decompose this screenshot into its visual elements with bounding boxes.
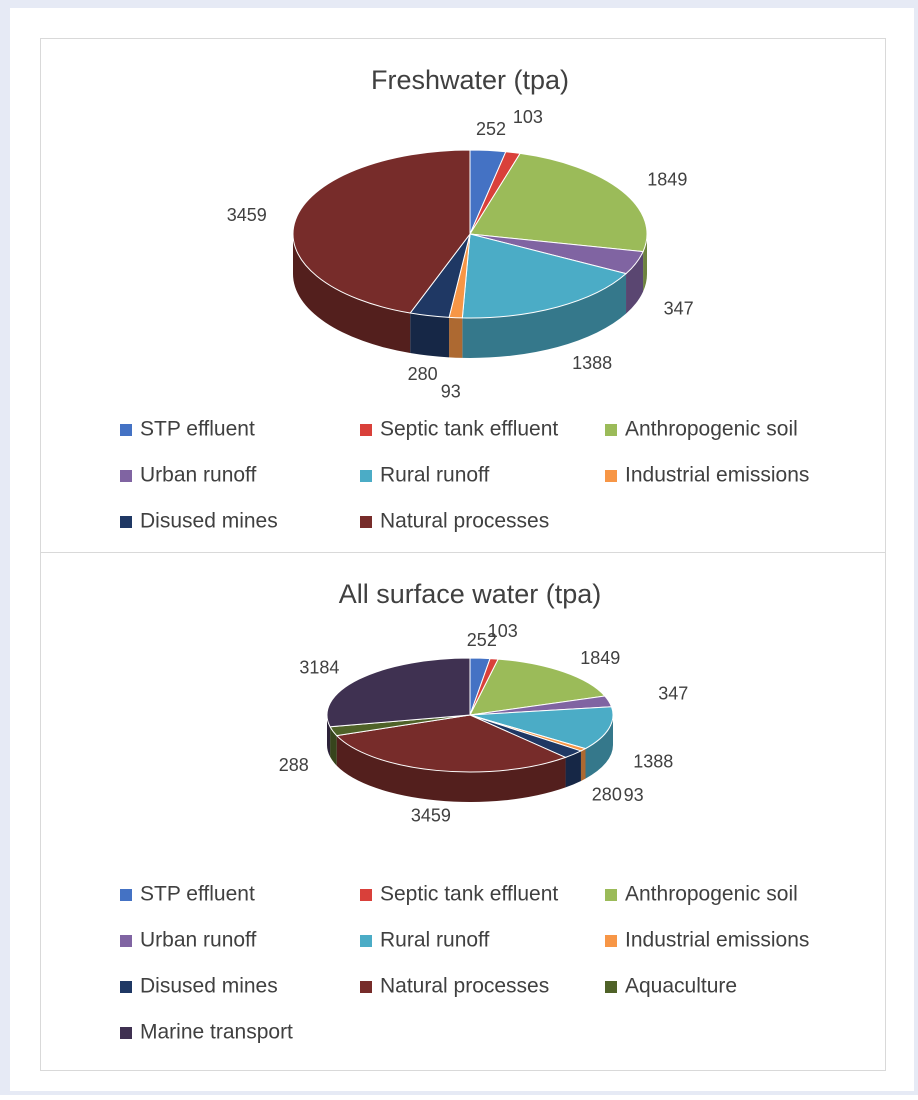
legend-label: Aquaculture	[625, 975, 737, 998]
pie-slice	[469, 658, 606, 716]
data-label: 1849	[647, 170, 687, 190]
data-label: 280	[592, 785, 622, 805]
data-label: 103	[513, 107, 543, 127]
legend-swatch	[605, 935, 617, 947]
legend-label: Disused mines	[140, 510, 278, 533]
pie-slice-side	[462, 273, 627, 358]
chart-title: All surface water (tpa)	[339, 579, 602, 609]
pie-slice-side	[336, 735, 566, 802]
data-label: 3459	[411, 806, 451, 826]
legend-swatch	[605, 889, 617, 901]
legend-label: Septic tank effluent	[380, 418, 558, 441]
data-label: 3459	[227, 205, 267, 225]
chart-title: Freshwater (tpa)	[371, 65, 569, 95]
pie-slice-side	[565, 750, 581, 788]
pie-slice-side	[330, 726, 337, 766]
legend-swatch	[605, 470, 617, 482]
legend-label: Disused mines	[140, 975, 278, 998]
pie-slice	[292, 149, 471, 314]
legend-swatch	[360, 935, 372, 947]
pie-slice-side	[643, 234, 647, 292]
legend-label: Natural processes	[380, 975, 549, 998]
legend-label: Urban runoff	[140, 464, 257, 487]
legend-swatch	[360, 424, 372, 436]
data-label: 252	[467, 630, 497, 650]
legend-label: Anthropogenic soil	[625, 418, 798, 441]
data-label: 93	[624, 785, 644, 805]
data-label: 93	[441, 382, 461, 402]
legend-label: Septic tank effluent	[380, 883, 558, 906]
pie-slice-side	[580, 748, 586, 781]
legend-label: Natural processes	[380, 510, 549, 533]
legend-swatch	[360, 889, 372, 901]
data-label: 1388	[633, 751, 673, 771]
pie-slice	[461, 233, 628, 319]
legend-swatch	[360, 981, 372, 993]
data-label: 3184	[299, 657, 339, 677]
legend-label: Anthropogenic soil	[625, 883, 798, 906]
pie-slice-side	[585, 715, 613, 779]
pie-slice	[326, 657, 471, 728]
legend-label: Industrial emissions	[625, 929, 809, 952]
data-label: 288	[279, 755, 309, 775]
legend-label: Rural runoff	[380, 464, 490, 487]
pie-slice-side	[449, 317, 463, 358]
legend-swatch	[120, 470, 132, 482]
legend-label: Rural runoff	[380, 929, 490, 952]
legend-swatch	[605, 981, 617, 993]
pie-slice-side	[626, 251, 644, 314]
legend-label: Marine transport	[140, 1021, 293, 1044]
data-label: 347	[664, 299, 694, 319]
legend-label: STP effluent	[140, 418, 255, 441]
legend-swatch	[360, 470, 372, 482]
legend-label: STP effluent	[140, 883, 255, 906]
legend-label: Industrial emissions	[625, 464, 809, 487]
data-label: 252	[476, 119, 506, 139]
data-label: 1849	[580, 648, 620, 668]
pie-slice-side	[293, 234, 411, 354]
legend-swatch	[120, 424, 132, 436]
data-label: 280	[408, 364, 438, 384]
legend-swatch	[605, 424, 617, 436]
data-label: 103	[488, 621, 518, 641]
pie-slice	[335, 714, 567, 773]
legend-swatch	[120, 516, 132, 528]
pie-slice	[469, 706, 614, 750]
legend-label: Urban runoff	[140, 929, 257, 952]
legend-swatch	[120, 1027, 132, 1039]
data-label: 1388	[572, 353, 612, 373]
pie-slice	[469, 152, 648, 253]
legend-swatch	[120, 889, 132, 901]
legend-swatch	[120, 981, 132, 993]
data-label: 347	[658, 684, 688, 704]
legend-swatch	[120, 935, 132, 947]
legend-swatch	[360, 516, 372, 528]
pie-slice-side	[410, 313, 450, 358]
